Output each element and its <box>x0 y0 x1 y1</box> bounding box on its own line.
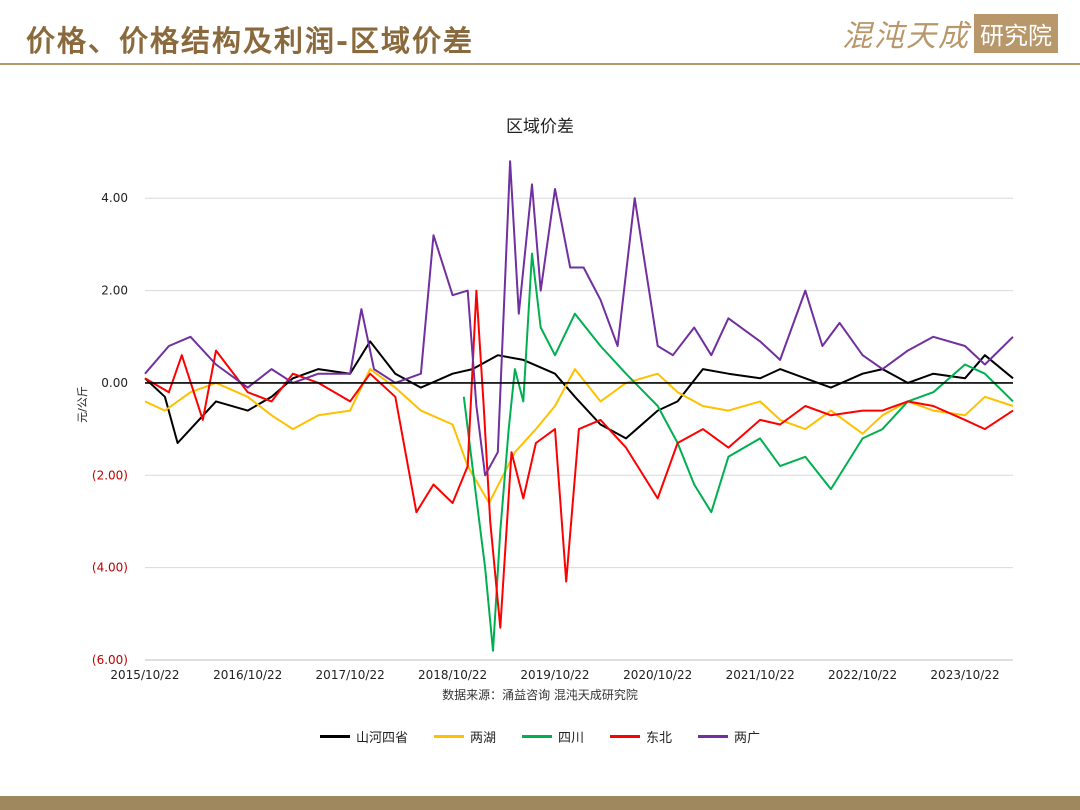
legend-swatch <box>433 735 464 738</box>
x-tick-label: 2016/10/22 <box>213 668 282 682</box>
legend-swatch <box>521 735 552 738</box>
legend-item: 四川 <box>521 727 584 746</box>
page-title: 价格、价格结构及利润-区域价差 <box>26 24 475 58</box>
legend-label: 山河四省 <box>355 731 408 746</box>
x-tick-label: 2023/10/22 <box>930 668 999 682</box>
logo-box: 研究院 <box>974 13 1058 53</box>
y-tick-label: (6.00) <box>92 653 128 667</box>
footer-bar <box>0 796 1080 810</box>
legend-swatch <box>319 735 350 738</box>
legend-item: 两湖 <box>433 727 496 746</box>
legend-swatch <box>698 735 729 738</box>
x-tick-label: 2022/10/22 <box>828 668 897 682</box>
logo-text: 混沌天成 <box>842 19 970 54</box>
x-axis-ticks: 2015/10/22 2016/10/22 2017/10/22 2018/10/22… <box>110 659 1013 682</box>
legend-swatch <box>610 735 640 738</box>
y-tick-label: (2.00) <box>92 468 128 482</box>
series-line-东北 <box>144 289 1014 629</box>
series-line-四川 <box>462 252 1014 652</box>
y-tick-label: 4.00 <box>101 191 128 205</box>
y-axis-ticks: 4.00 2.00 0.00 (2.00) (4.00) (6.00) <box>92 191 128 667</box>
legend: 山河四省 两湖 四川 东北 两广 <box>0 727 1080 746</box>
legend-label: 两广 <box>734 731 761 746</box>
legend-label: 东北 <box>646 731 673 746</box>
x-tick-label: 2018/10/22 <box>418 668 487 682</box>
chart-title: 区域价差 <box>506 117 574 137</box>
y-tick-label: (4.00) <box>92 561 128 575</box>
legend-label: 四川 <box>557 731 584 746</box>
series-lines <box>144 160 1014 652</box>
y-axis-label: 元/公斤 <box>76 386 89 423</box>
y-tick-label: 0.00 <box>101 376 128 390</box>
series-line-两广 <box>144 160 1014 477</box>
legend-label: 两湖 <box>469 731 496 746</box>
x-tick-label: 2020/10/22 <box>623 668 692 682</box>
header-rule <box>0 63 1080 65</box>
legend-item: 两广 <box>698 727 760 746</box>
x-tick-label: 2019/10/22 <box>520 668 589 682</box>
x-tick-label: 2021/10/22 <box>726 668 795 682</box>
legend-item: 山河四省 <box>319 727 408 746</box>
series-line-两湖 <box>144 368 1014 504</box>
y-tick-label: 2.00 <box>101 284 128 298</box>
x-tick-label: 2015/10/22 <box>110 668 179 682</box>
line-chart: 4.00 2.00 0.00 (2.00) (4.00) (6.00) 2015/10/2… <box>76 160 1014 682</box>
data-source: 数据来源：涌益咨询 混沌天成研究院 <box>442 688 638 702</box>
brand-logo: 混沌天成 研究院 <box>842 13 1058 54</box>
legend-item: 东北 <box>610 727 672 746</box>
x-tick-label: 2017/10/22 <box>316 668 385 682</box>
